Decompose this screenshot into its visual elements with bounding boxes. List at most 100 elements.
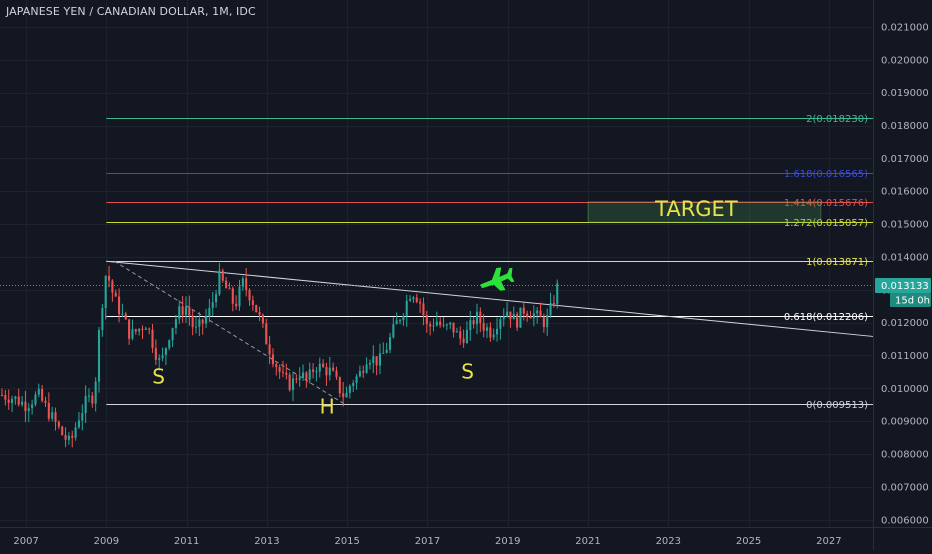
candle-body [31,404,34,409]
price-tick-label: 0.007000 [881,482,929,493]
price-tick-label: 0.017000 [881,154,929,165]
candle-body [268,344,271,355]
price-tick-label: 0.009000 [881,417,929,428]
candle-body [87,395,91,397]
candle-body [419,302,422,304]
candle-body [388,337,392,350]
candle-body [415,297,418,303]
candle-body [482,323,485,331]
candle-body [67,435,70,440]
candle-body [298,377,301,380]
candle-body [211,302,214,308]
candle-body [502,316,505,320]
fib-levels[interactable]: 0(0.009513) 0.618(0.012206) 1(0.013871) 1.2… [106,114,873,411]
time-tick-label: 2015 [334,536,359,547]
candle-body [21,401,24,405]
time-tick-label: 2017 [415,536,440,547]
candle-body [141,328,144,330]
candle-body [61,426,64,436]
candle-body [445,324,448,326]
candle-body [168,340,171,349]
candle-body [358,371,361,377]
fib-level-label: 0(0.009513) [806,400,868,411]
candle-body [395,320,398,325]
candle-body [198,319,201,327]
candle-body [465,330,468,343]
pattern-annotations[interactable]: S H S TARGET [152,197,738,418]
candle-body [552,302,555,305]
candle-body [452,322,455,333]
time-tick-label: 2007 [13,536,38,547]
candle-body [81,413,84,421]
candle-body [455,331,458,333]
candle-body [485,327,489,331]
candle-body [218,270,221,295]
fib-level-label: 1.618(0.016565) [784,169,868,180]
right-shoulder-label: S [461,359,474,383]
candle-body [345,392,348,398]
fib-level-label: 1.414(0.015676) [784,198,868,209]
candle-body [14,396,17,399]
time-tick-label: 2025 [736,536,761,547]
candle-body [425,315,428,325]
fib-level-label: 0.618(0.012206) [784,312,868,323]
candle-body [51,412,54,419]
head-label: H [320,394,335,418]
candle-body [516,313,519,328]
candle-body [305,372,308,380]
candle-body [362,371,365,373]
symbol-title: JAPANESE YEN / CANADIAN DOLLAR, 1M, IDC [6,5,256,18]
price-tick-label: 0.021000 [881,22,929,33]
candle-body [328,367,331,376]
candle-body [539,310,542,318]
target-label: TARGET [654,197,738,221]
candle-body [138,328,141,332]
candle-body [238,286,241,307]
bar-countdown: 15d 0h [895,296,930,307]
candle-body [442,325,445,327]
candle-body [205,316,208,324]
candle-body [368,363,371,365]
candle-body [148,328,151,330]
current-price-tag: 0.013133 15d 0h [875,278,931,307]
candle-body [191,315,194,328]
candle-body [312,369,315,372]
candle-body [492,334,495,338]
time-tick-label: 2011 [174,536,199,547]
price-tag-background [875,278,931,293]
candle-body [101,308,104,331]
candle-body [529,316,532,319]
candle-body [71,435,74,438]
target-zone[interactable] [587,201,822,223]
candle-body [215,294,218,303]
candle-body [251,300,254,305]
candle-body [221,270,224,281]
price-tick-label: 0.016000 [881,187,929,198]
candle-body [432,325,435,327]
target-zone-box[interactable] [587,201,822,223]
time-axis[interactable]: 2007 2009 2011 2013 2015 2017 2019 2021 2023 2025… [13,536,841,547]
candle-body [131,329,134,339]
candle-body [24,401,27,412]
candle-body [295,378,298,380]
candle-body [97,330,101,382]
fib-level-label: 1.272(0.015057) [784,218,868,229]
candle-body [57,421,60,427]
candle-body [11,398,14,403]
candle-body [271,354,274,365]
candle-body [322,363,325,368]
descending-trendline[interactable] [106,260,874,337]
candle-body [522,307,525,314]
candle-body [472,320,475,325]
candle-body [261,314,264,324]
candle-body [248,289,251,301]
candle-body [54,412,57,422]
candle-body [241,278,244,287]
candle-body [245,278,248,290]
candle-body [171,328,174,341]
price-tick-label: 0.008000 [881,450,929,461]
candle-body [335,370,338,378]
